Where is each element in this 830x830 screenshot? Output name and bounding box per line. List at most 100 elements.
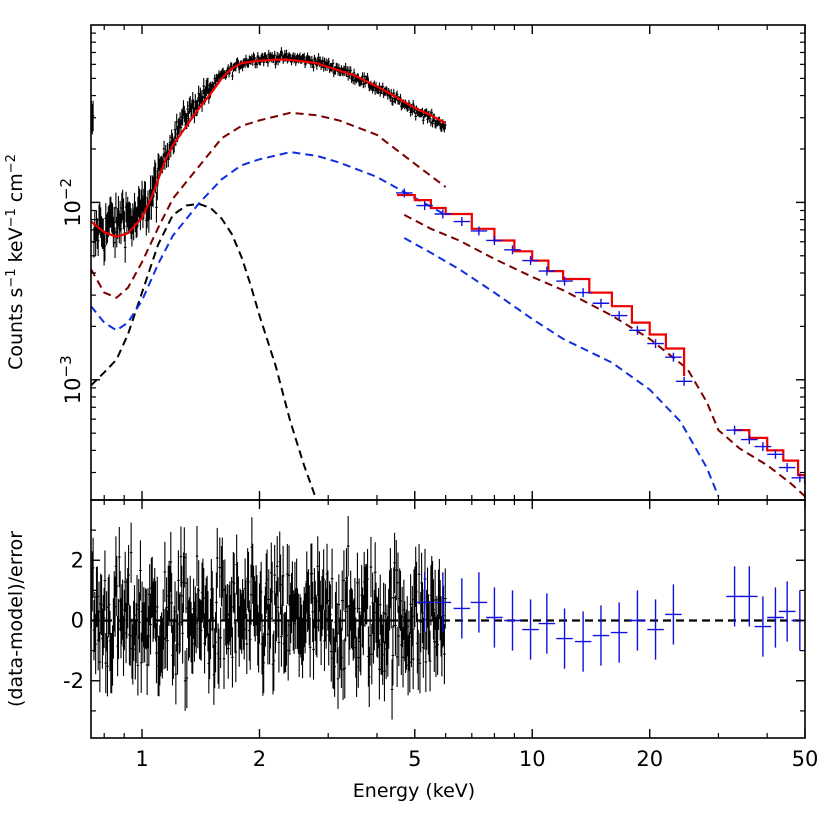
residual-point bbox=[100, 574, 103, 636]
spectrum-frame bbox=[90, 24, 806, 501]
residual-point bbox=[741, 566, 758, 627]
residual-point bbox=[389, 568, 393, 629]
residual-point bbox=[280, 606, 283, 667]
total-model-curve bbox=[734, 429, 805, 484]
data-point bbox=[273, 50, 276, 60]
residual-point bbox=[127, 545, 130, 606]
residual-point bbox=[262, 632, 265, 693]
residual-point bbox=[383, 641, 386, 702]
residual-point bbox=[149, 594, 152, 655]
residual-point bbox=[164, 608, 168, 669]
data-point bbox=[665, 352, 682, 362]
data-point bbox=[411, 107, 414, 116]
residual-point bbox=[219, 607, 222, 668]
residual-point bbox=[355, 636, 358, 698]
residual-point bbox=[197, 560, 200, 621]
data-point bbox=[486, 235, 503, 245]
residual-point bbox=[368, 605, 372, 666]
residual-point bbox=[169, 531, 173, 593]
residual-point bbox=[222, 628, 226, 689]
residual-point bbox=[345, 576, 349, 637]
hard-data-points bbox=[396, 188, 805, 483]
residual-point bbox=[178, 592, 182, 653]
data-point bbox=[155, 192, 158, 223]
data-point bbox=[391, 97, 395, 106]
data-point bbox=[241, 63, 244, 72]
residual-point bbox=[173, 581, 177, 642]
data-point bbox=[119, 213, 123, 245]
data-point bbox=[101, 218, 105, 249]
residual-point bbox=[443, 623, 446, 685]
residual-point bbox=[409, 574, 412, 635]
data-point bbox=[285, 49, 288, 58]
residual-point bbox=[610, 602, 628, 663]
residual-point bbox=[390, 659, 394, 720]
residual-point bbox=[245, 613, 249, 675]
residual-point bbox=[209, 598, 212, 660]
residual-point bbox=[307, 585, 311, 646]
x-tick-label: 20 bbox=[636, 747, 663, 771]
residual-frame bbox=[90, 499, 806, 739]
data-point bbox=[421, 116, 425, 125]
residual-point bbox=[311, 581, 314, 643]
data-point bbox=[453, 217, 471, 227]
residual-point bbox=[357, 578, 361, 639]
residual-point bbox=[316, 536, 320, 597]
data-point bbox=[231, 71, 234, 81]
data-point bbox=[426, 115, 429, 124]
residual-point bbox=[394, 595, 397, 656]
residual-point bbox=[292, 593, 296, 654]
y-tick-label: 10−2 bbox=[57, 178, 85, 227]
data-point bbox=[414, 112, 417, 121]
residual-point bbox=[106, 636, 109, 697]
data-point bbox=[312, 63, 315, 72]
residual-point bbox=[371, 572, 374, 634]
residual-point bbox=[211, 587, 215, 649]
data-point bbox=[302, 52, 306, 62]
residual-point bbox=[165, 577, 168, 638]
total-model-curve bbox=[91, 58, 447, 238]
residual-point bbox=[522, 599, 539, 660]
residual-point bbox=[183, 527, 186, 588]
residual-point bbox=[147, 605, 151, 667]
residual-point bbox=[341, 639, 345, 700]
residual-point bbox=[405, 596, 409, 657]
data-point bbox=[351, 75, 355, 85]
residual-point bbox=[104, 632, 108, 694]
data-point bbox=[778, 463, 796, 473]
residual-point bbox=[117, 526, 121, 588]
spectrum-y-axis-label: Counts s−1 keV−1 cm−2 bbox=[4, 154, 27, 370]
residual-point bbox=[424, 631, 428, 693]
residual-point bbox=[397, 605, 401, 667]
residual-point bbox=[183, 650, 187, 711]
y-tick-label: -2 bbox=[63, 669, 84, 693]
residual-point bbox=[574, 611, 592, 672]
residual-point bbox=[276, 577, 280, 638]
residual-point bbox=[129, 522, 133, 583]
residual-point bbox=[139, 632, 143, 693]
residual-point bbox=[206, 591, 210, 652]
residual-point bbox=[330, 548, 334, 609]
data-point bbox=[373, 86, 377, 95]
residual-point bbox=[270, 561, 274, 623]
residual-point bbox=[392, 567, 396, 628]
hard-residuals bbox=[416, 566, 805, 672]
residual-point bbox=[367, 646, 371, 708]
data-point bbox=[103, 230, 107, 262]
residual-point bbox=[343, 638, 347, 699]
residual-point bbox=[382, 582, 385, 643]
residual-point bbox=[286, 544, 289, 605]
residual-point bbox=[665, 584, 682, 645]
residual-point bbox=[373, 542, 377, 603]
residual-point bbox=[96, 566, 99, 627]
residual-point bbox=[275, 580, 278, 642]
residual-point bbox=[377, 587, 380, 649]
data-point bbox=[434, 209, 452, 219]
spectrum-panel: 10−2 10−3 bbox=[57, 24, 806, 501]
residual-point bbox=[286, 620, 290, 681]
residual-point bbox=[416, 572, 433, 633]
residual-point bbox=[277, 612, 281, 673]
data-point bbox=[173, 121, 177, 138]
